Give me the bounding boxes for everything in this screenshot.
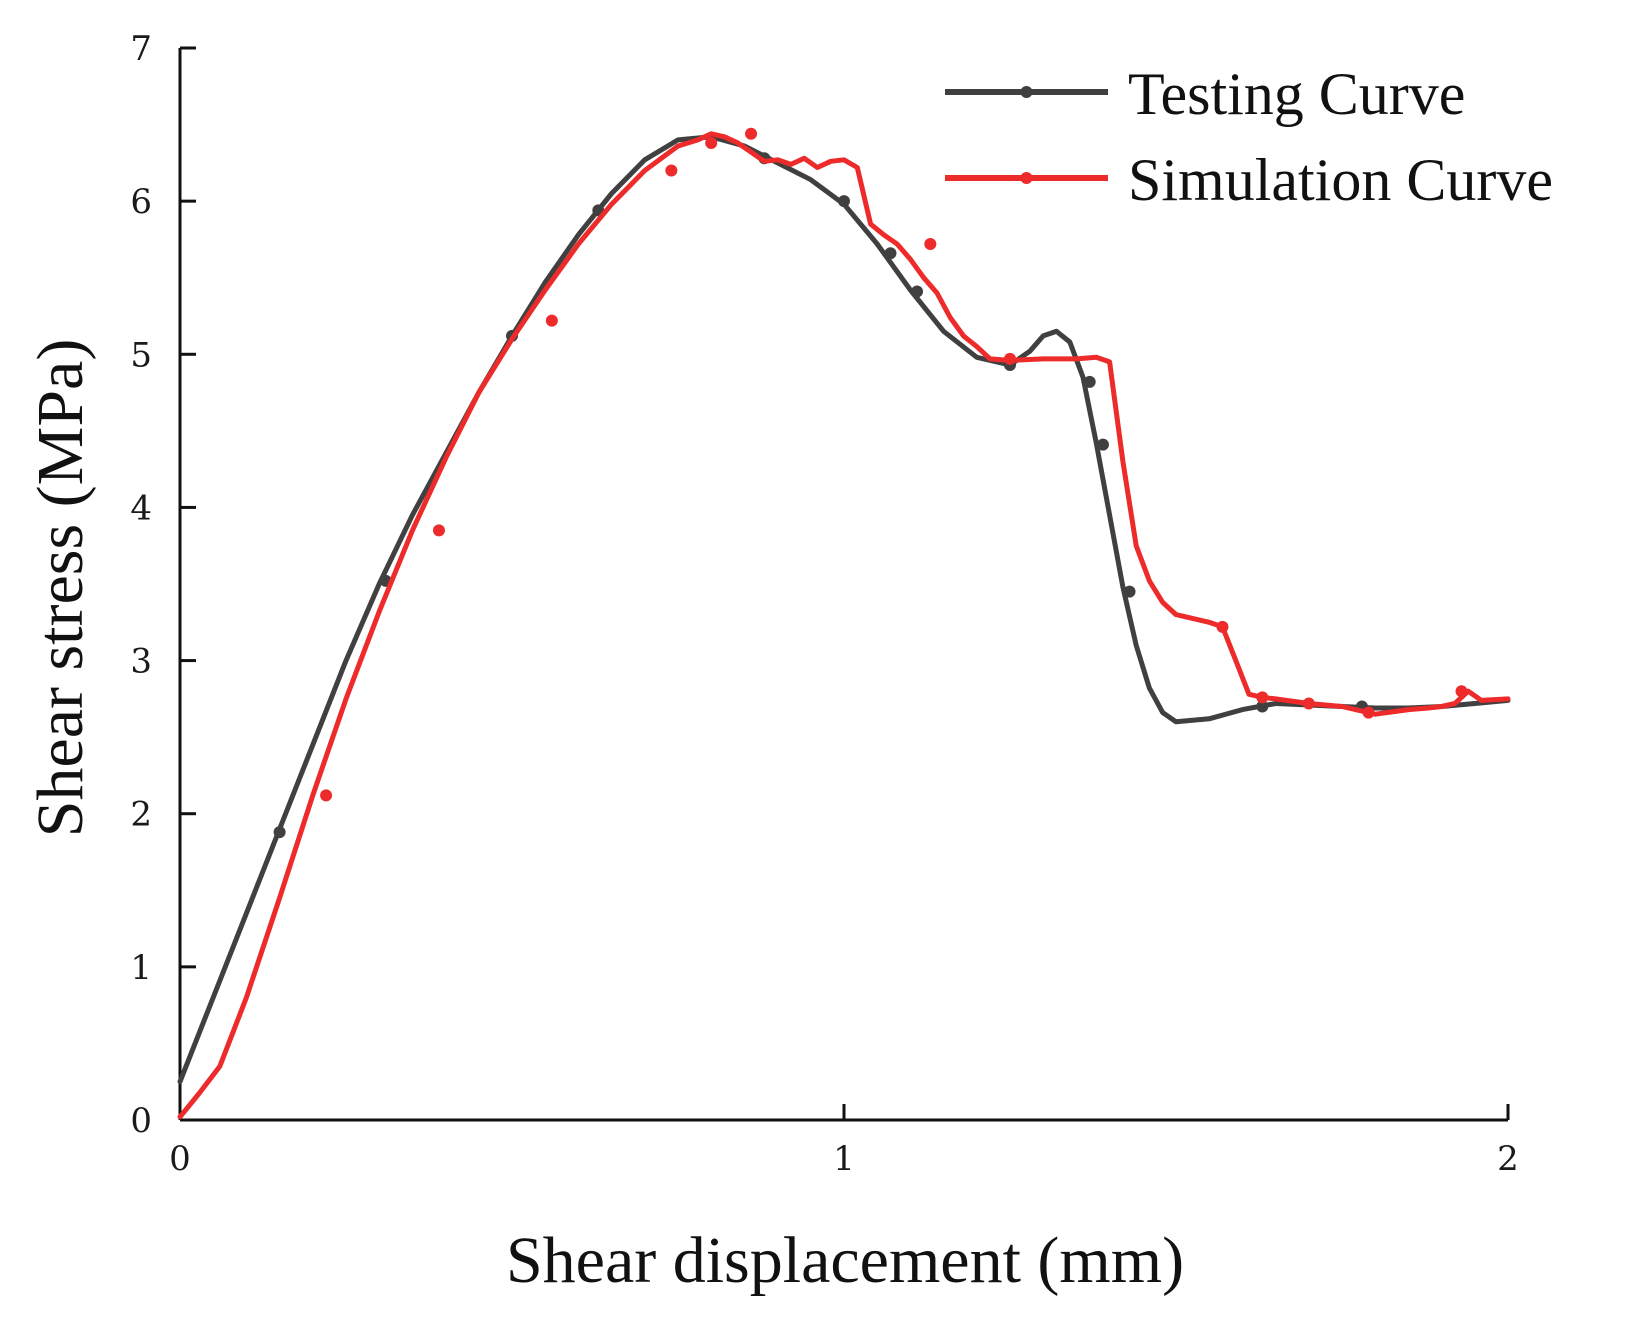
testing-curve-point <box>1123 585 1136 598</box>
axes: 0 1 2 3 4 5 6 7 0 1 2 <box>130 29 1518 1179</box>
simulation-curve-point <box>320 789 333 802</box>
simulation-curve-point <box>432 524 445 537</box>
y-tick-label: 0 <box>130 1101 152 1141</box>
x-tick-label: 1 <box>833 1139 855 1179</box>
simulation-curve-point <box>1004 352 1016 365</box>
testing-curve-line <box>177 134 1511 1085</box>
testing-curve-point <box>1256 700 1269 713</box>
plot-series <box>177 127 1511 1120</box>
y-tick-label: 4 <box>130 488 152 528</box>
simulation-curve-point <box>1216 620 1229 633</box>
simulation-curve-point <box>1455 685 1468 698</box>
simulation-curve-point <box>1362 706 1375 719</box>
testing-curve-point <box>884 247 897 260</box>
y-tick-label: 7 <box>130 29 152 69</box>
simulation-curve-point <box>705 136 718 149</box>
simulation-curve-point <box>545 314 558 327</box>
legend-simulation-curve-marker <box>1020 172 1033 184</box>
x-tick-label: 2 <box>1497 1139 1519 1179</box>
y-tick-label: 6 <box>130 182 152 222</box>
testing-curve-point <box>273 826 286 839</box>
simulation-curve-point <box>924 238 937 251</box>
x-axis-title: Shear displacement (mm) <box>506 1224 1184 1297</box>
simulation-curve-point <box>745 127 758 140</box>
testing-curve-point <box>1096 438 1109 451</box>
simulation-curve-point <box>1256 691 1269 704</box>
y-tick-label: 5 <box>130 335 152 375</box>
testing-curve-point <box>838 195 850 208</box>
y-tick-label: 1 <box>130 948 152 988</box>
legend-testing-curve-label: Testing Curve <box>1128 61 1465 127</box>
simulation-curve-line <box>177 131 1511 1120</box>
x-tick-label: 0 <box>169 1139 191 1179</box>
y-tick-label: 3 <box>130 642 152 682</box>
legend-testing-curve-marker <box>1020 86 1033 98</box>
y-axis-title: Shear stress (MPa) <box>24 339 97 838</box>
y-tick-label: 2 <box>130 795 152 835</box>
simulation-curve-point <box>665 164 678 177</box>
simulation-curve-series <box>177 127 1511 1120</box>
legend-simulation-curve-label: Simulation Curve <box>1128 147 1553 213</box>
testing-curve-point <box>911 285 924 298</box>
testing-curve-point <box>1083 375 1096 388</box>
simulation-curve-point <box>1302 697 1315 710</box>
legend: Testing Curve Simulation Curve <box>945 61 1553 213</box>
